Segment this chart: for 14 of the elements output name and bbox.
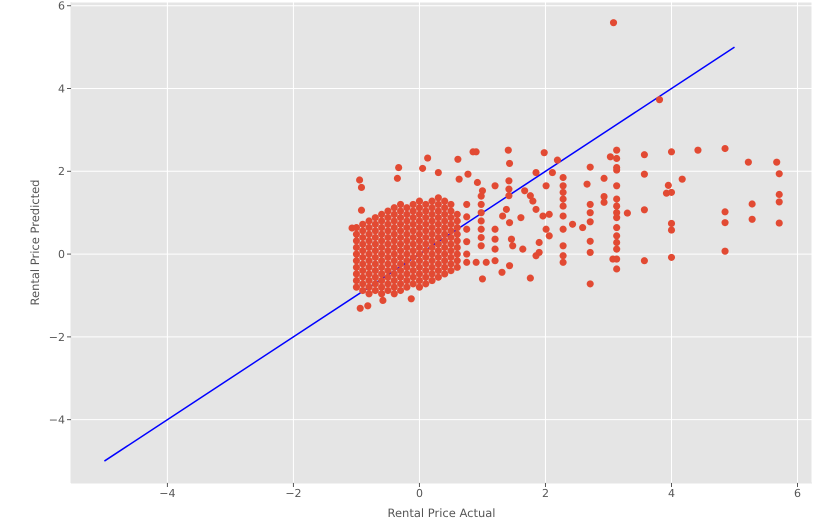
y-tick-label: 2 (58, 165, 65, 178)
y-tick-label: 0 (58, 248, 65, 261)
x-tick-label: 0 (416, 486, 423, 500)
x-tick-label: −2 (285, 486, 302, 500)
x-tick-label: 6 (794, 486, 802, 500)
y-axis-title: Rental Price Predicted (28, 180, 42, 306)
x-tick-label: −4 (159, 486, 176, 500)
y-tick-label: 6 (58, 0, 65, 13)
x-axis-title: Rental Price Actual (388, 506, 496, 520)
x-tick-label: 4 (668, 486, 675, 500)
y-tick-label: −2 (48, 330, 65, 344)
x-tick-label: 2 (542, 486, 549, 500)
y-tick-label: −4 (48, 414, 65, 427)
y-tick-label: 4 (58, 82, 65, 96)
